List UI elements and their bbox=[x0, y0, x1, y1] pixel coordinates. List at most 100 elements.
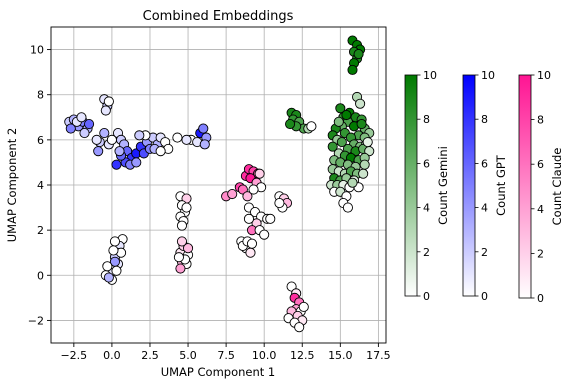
colorbar-tick-label: 10 bbox=[423, 69, 437, 82]
point-gpt bbox=[111, 265, 122, 276]
point-gpt bbox=[65, 123, 76, 134]
point-gemini bbox=[342, 202, 353, 213]
point-gemini bbox=[285, 119, 296, 130]
colorbar-tick-label: 10 bbox=[537, 69, 551, 82]
point-gemini bbox=[347, 177, 358, 188]
point-gpt bbox=[91, 134, 102, 145]
y-tick-label: 0 bbox=[37, 269, 44, 282]
colorbars: 0 2 4 6 8 10 Count Gemini 0 2 4 6 8 10 Count GPT 0 2 4 6 8… bbox=[404, 69, 564, 305]
x-tick-label: 5.0 bbox=[179, 349, 197, 362]
point-claude bbox=[246, 238, 258, 249]
x-tick-label: −2.5 bbox=[60, 349, 87, 362]
point-gemini bbox=[358, 168, 369, 179]
point-claude bbox=[254, 168, 265, 179]
y-tick-label: 4 bbox=[37, 179, 44, 192]
point-gemini bbox=[327, 141, 338, 152]
point-gemini bbox=[347, 64, 358, 75]
point-gpt bbox=[109, 236, 121, 247]
point-gpt bbox=[79, 128, 90, 139]
point-gpt bbox=[114, 146, 125, 157]
x-tick-label: 15.0 bbox=[328, 349, 353, 362]
colorbar-label: Count GPT bbox=[494, 154, 508, 216]
point-claude bbox=[181, 202, 192, 213]
x-axis-label: UMAP Component 1 bbox=[161, 365, 276, 379]
colorbar-gemini: 0 2 4 6 8 10 Count Gemini bbox=[404, 69, 450, 303]
point-claude bbox=[248, 184, 259, 195]
x-tick-label: 10.0 bbox=[252, 349, 277, 362]
point-claude bbox=[176, 220, 188, 231]
point-gpt bbox=[99, 128, 110, 139]
point-claude bbox=[175, 263, 186, 274]
x-tick-label: 2.5 bbox=[141, 349, 159, 362]
y-tick-label: 6 bbox=[37, 134, 44, 147]
point-gemini bbox=[353, 49, 364, 60]
colorbar-claude: 0 2 4 6 8 10 Count Claude bbox=[518, 69, 564, 305]
point-claude bbox=[182, 243, 194, 254]
point-gemini bbox=[355, 98, 366, 109]
point-gemini bbox=[356, 119, 367, 130]
y-axis-label: UMAP Component 2 bbox=[5, 128, 19, 243]
point-gemini bbox=[341, 109, 352, 121]
colorbar-tick-label: 4 bbox=[537, 203, 544, 216]
point-claude bbox=[298, 301, 309, 312]
point-claude bbox=[274, 198, 285, 209]
point-gpt bbox=[84, 119, 95, 130]
colorbar-tick-label: 6 bbox=[423, 157, 430, 170]
point-claude bbox=[242, 191, 253, 202]
colorbar-tick-label: 6 bbox=[481, 157, 488, 170]
colorbar-tick-label: 8 bbox=[537, 114, 544, 127]
colorbar-tick-label: 8 bbox=[481, 113, 488, 126]
colorbar-gpt: 0 2 4 6 8 10 Count GPT bbox=[462, 69, 508, 303]
point-gpt bbox=[102, 261, 113, 272]
colorbar-tick-label: 0 bbox=[423, 290, 430, 303]
point-claude bbox=[173, 252, 184, 263]
point-gpt bbox=[172, 132, 183, 143]
colorbar-tick-label: 6 bbox=[537, 158, 544, 171]
point-gpt bbox=[134, 130, 145, 141]
x-tick-label: 12.5 bbox=[290, 349, 315, 362]
point-gemini bbox=[306, 121, 317, 132]
y-tick-label: 2 bbox=[37, 224, 44, 237]
colorbar-tick-label: 0 bbox=[481, 290, 488, 303]
point-gpt bbox=[131, 157, 142, 168]
colorbar-label: Count Gemini bbox=[436, 146, 450, 225]
point-gpt bbox=[100, 105, 111, 116]
x-tick-label: 17.5 bbox=[366, 349, 391, 362]
point-gpt bbox=[76, 112, 87, 123]
x-tick-label: 0.0 bbox=[103, 349, 121, 362]
y-tick-label: 8 bbox=[37, 89, 44, 102]
colorbar-tick-label: 2 bbox=[537, 247, 544, 260]
colorbar-gradient bbox=[404, 74, 418, 297]
point-gpt bbox=[199, 139, 210, 150]
colorbar-label: Count Claude bbox=[550, 148, 564, 226]
colorbar-tick-label: 4 bbox=[481, 202, 488, 215]
point-gemini bbox=[362, 137, 373, 148]
colorbar-gradient bbox=[518, 74, 532, 299]
colorbar-tick-label: 10 bbox=[481, 69, 495, 82]
point-gpt bbox=[181, 134, 192, 145]
point-gemini bbox=[336, 137, 347, 148]
point-claude bbox=[176, 236, 188, 247]
y-axis-ticks: −2 0 2 4 6 8 10 bbox=[28, 44, 51, 327]
point-claude bbox=[294, 322, 305, 333]
colorbar-tick-label: 8 bbox=[423, 113, 430, 126]
point-gemini bbox=[335, 103, 346, 114]
point-claude bbox=[245, 247, 256, 258]
point-gpt bbox=[108, 245, 119, 256]
point-gpt bbox=[103, 96, 114, 107]
point-gpt bbox=[111, 159, 122, 170]
x-tick-label: 7.5 bbox=[217, 349, 235, 362]
point-gemini bbox=[333, 116, 344, 127]
colorbar-tick-label: 0 bbox=[537, 292, 544, 305]
point-gpt bbox=[155, 146, 166, 157]
point-claude bbox=[265, 213, 276, 224]
point-gpt bbox=[198, 123, 209, 134]
colorbar-tick-label: 2 bbox=[481, 246, 488, 259]
point-gemini bbox=[359, 159, 370, 170]
point-claude bbox=[243, 213, 255, 224]
data-points bbox=[64, 35, 375, 333]
point-gpt bbox=[103, 272, 114, 283]
chart-title: Combined Embeddings bbox=[143, 9, 294, 24]
colorbar-tick-label: 4 bbox=[423, 202, 430, 215]
